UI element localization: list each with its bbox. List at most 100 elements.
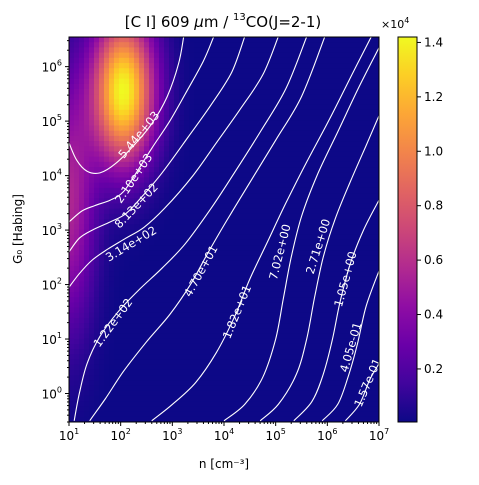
heatmap-cell [354,177,360,184]
heatmap-cell [274,94,280,101]
heatmap-cell [209,401,215,407]
heatmap-cell [69,94,75,101]
heatmap-cell [144,375,150,381]
heatmap-cell [309,161,315,168]
heatmap-cell [149,63,155,69]
heatmap-cell [179,281,185,288]
heatmap-cell [69,255,75,262]
heatmap-cell [349,343,355,350]
heatmap-cell [114,364,120,371]
heatmap-cell [219,406,225,413]
heatmap-cell [239,385,245,392]
heatmap-cell [309,73,315,80]
heatmap-cell [169,302,175,309]
heatmap-cell [214,333,220,340]
heatmap-cell [239,302,245,309]
heatmap-cell [124,250,130,257]
heatmap-cell [304,115,310,121]
heatmap-cell [134,104,140,111]
heatmap-cell [99,364,105,371]
heatmap-cell [324,354,330,361]
heatmap-cell [249,245,255,251]
heatmap-cell [79,109,85,116]
heatmap-cell [174,401,180,407]
heatmap-cell [219,213,225,220]
heatmap-cell [344,250,350,257]
heatmap-cell [224,73,230,80]
heatmap-cell [334,323,340,329]
heatmap-cell [324,182,330,189]
heatmap-cell [154,281,160,288]
heatmap-cell [289,364,295,371]
heatmap-cell [184,406,190,413]
heatmap-cell [229,78,235,85]
heatmap-cell [149,104,155,111]
heatmap-cell [184,99,190,106]
heatmap-cell [319,99,325,106]
heatmap-cell [169,120,175,127]
heatmap-cell [244,411,250,418]
heatmap-cell [314,63,320,69]
heatmap-cell [309,208,315,215]
heatmap-cell [169,276,175,283]
heatmap-cell [79,338,85,345]
contour-line [321,270,379,422]
heatmap-cell [304,416,310,422]
heatmap-cell [89,83,95,90]
heatmap-cell [89,343,95,350]
heatmap-cell [354,369,360,376]
heatmap-cell [289,271,295,277]
heatmap-cell [169,395,175,402]
heatmap-cell [304,177,310,184]
heatmap-cell [269,385,275,392]
heatmap-cell [174,57,180,64]
heatmap-cell [294,83,300,90]
heatmap-cell [104,354,110,361]
heatmap-cell [104,328,110,335]
heatmap-cell [309,395,315,402]
heatmap-cell [109,172,115,179]
heatmap-cell [309,328,315,335]
heatmap-cell [159,297,165,303]
heatmap-cell [309,364,315,371]
heatmap-cell [319,276,325,283]
heatmap-cell [304,286,310,293]
heatmap-cell [129,406,135,413]
heatmap-cell [274,323,280,329]
heatmap-cell [334,359,340,366]
heatmap-cell [144,406,150,413]
heatmap-cell [199,104,205,111]
heatmap-cell [334,401,340,407]
heatmap-cell [364,312,370,319]
heatmap-cell [214,135,220,142]
heatmap-cell [119,115,125,121]
heatmap-cell [329,203,335,210]
heatmap-cell [99,52,105,59]
colorbar-tick-label: 1.2 [424,90,443,104]
heatmap-cell [304,130,310,137]
heatmap-cell [374,333,379,340]
heatmap-cell [224,120,230,127]
heatmap-cell [119,291,125,298]
heatmap-cell [69,135,75,142]
heatmap-cell [189,120,195,127]
heatmap-cell [139,286,145,293]
heatmap-cell [114,349,120,355]
heatmap-cell [339,219,345,225]
heatmap-cell [109,94,115,101]
heatmap-cell [314,239,320,246]
heatmap-cell [189,416,195,422]
heatmap-cell [124,193,130,199]
heatmap-cell [139,245,145,251]
heatmap-cell [89,380,95,387]
heatmap-cell [349,68,355,75]
heatmap-cell [344,219,350,225]
heatmap-cell [294,151,300,158]
heatmap-cell [164,151,170,158]
y-tick-label: 102 [42,277,62,293]
heatmap-cell [264,161,270,168]
heatmap-cell [259,323,265,329]
heatmap-cell [344,323,350,329]
heatmap-cell [99,411,105,418]
heatmap-cell [299,146,305,153]
